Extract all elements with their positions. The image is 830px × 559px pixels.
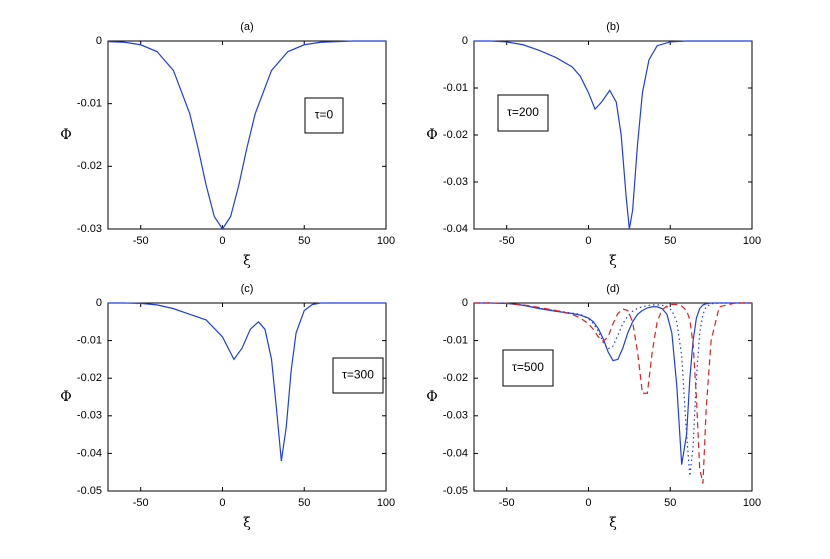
subplot-title: (b) — [606, 21, 619, 33]
y-tick-label: -0.04 — [443, 447, 468, 459]
y-tick-label: -0.01 — [77, 98, 102, 110]
x-tick-label: 50 — [664, 497, 676, 509]
x-tick-label: 100 — [743, 497, 761, 509]
x-axis-label: ξ — [609, 515, 617, 531]
y-tick-label: -0.03 — [443, 410, 468, 422]
y-tick-label: 0 — [462, 35, 468, 47]
y-axis-label: Φ — [60, 389, 71, 405]
x-tick-label: -50 — [133, 235, 149, 247]
x-tick-label: -50 — [499, 235, 515, 247]
annotation: τ=200 — [507, 105, 539, 119]
data-line — [474, 302, 752, 465]
axes-box — [473, 302, 753, 492]
x-axis-label: ξ — [243, 515, 251, 531]
subplot-title: (c) — [241, 283, 254, 295]
annotation-box — [304, 97, 344, 134]
x-tick-label: 100 — [377, 497, 395, 509]
y-tick-label: -0.02 — [77, 160, 102, 172]
x-tick-label: 50 — [298, 235, 310, 247]
y-tick-label: 0 — [96, 297, 102, 309]
x-tick-label: 100 — [743, 235, 761, 247]
y-tick-label: -0.04 — [77, 447, 102, 459]
y-tick-label: -0.01 — [77, 335, 102, 347]
y-axis-label: Φ — [60, 127, 71, 143]
y-tick-label: 0 — [96, 35, 102, 47]
y-tick-label: -0.05 — [77, 485, 102, 497]
x-tick-label: 0 — [219, 235, 225, 247]
data-line — [474, 40, 752, 230]
data-line — [474, 302, 752, 477]
y-tick-label: -0.03 — [77, 223, 102, 235]
y-tick-label: -0.02 — [443, 129, 468, 141]
annotation-box — [502, 349, 554, 387]
x-tick-label: 100 — [377, 235, 395, 247]
y-tick-label: -0.04 — [443, 223, 468, 235]
y-tick-label: -0.01 — [443, 335, 468, 347]
annotation: τ=0 — [315, 108, 334, 122]
axes-box — [473, 40, 753, 230]
y-tick-label: -0.03 — [443, 176, 468, 188]
subplot-title: (a) — [240, 21, 253, 33]
x-tick-label: -50 — [133, 497, 149, 509]
annotation: τ=300 — [342, 368, 374, 382]
y-axis-label: Φ — [426, 127, 437, 143]
y-axis-label: Φ — [426, 389, 437, 405]
x-axis-label: ξ — [609, 253, 617, 269]
data-line — [107, 40, 386, 231]
y-tick-label: -0.05 — [443, 485, 468, 497]
annotation-box — [497, 94, 549, 132]
subplot-title: (d) — [606, 283, 619, 295]
x-tick-label: 50 — [664, 235, 676, 247]
annotation: τ=500 — [512, 360, 544, 374]
y-tick-label: -0.02 — [443, 372, 468, 384]
x-tick-label: -50 — [499, 497, 515, 509]
axes-box — [107, 40, 387, 230]
x-tick-label: 0 — [585, 235, 591, 247]
axes-box — [107, 302, 387, 492]
y-tick-label: -0.01 — [443, 82, 468, 94]
x-tick-label: 50 — [298, 497, 310, 509]
data-line — [474, 302, 752, 484]
data-line — [108, 302, 386, 462]
y-tick-label: -0.03 — [77, 410, 102, 422]
x-axis-label: ξ — [243, 253, 251, 269]
x-tick-label: 0 — [585, 497, 591, 509]
annotation-box — [332, 357, 384, 394]
y-tick-label: 0 — [462, 297, 468, 309]
x-tick-label: 0 — [219, 497, 225, 509]
y-tick-label: -0.02 — [77, 372, 102, 384]
